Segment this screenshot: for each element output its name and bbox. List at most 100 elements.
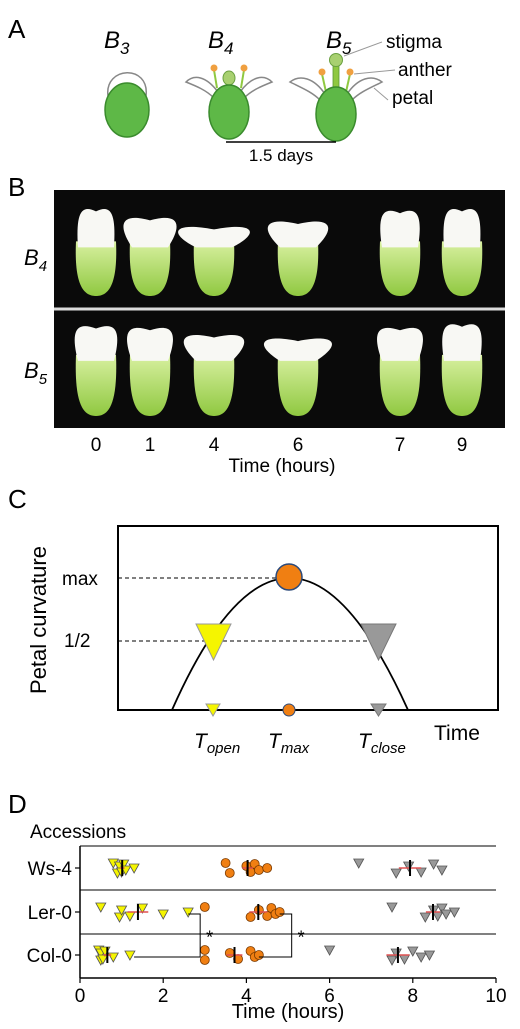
x-tick-label: 4 xyxy=(241,986,252,1007)
flower-petals xyxy=(178,226,250,248)
accession-timing-chart: Ws-4 Ler-0 Col-00 2 4 6 8 10 Time (hours) * * xyxy=(27,845,507,1023)
data-point-circle xyxy=(199,902,210,912)
x-tick-label: 0 xyxy=(75,986,86,1007)
x-axis-title: Time (hours) xyxy=(232,1001,345,1023)
part-callouts: stigma anther petal xyxy=(343,32,453,109)
data-point-triangle xyxy=(157,909,169,920)
flower-photo xyxy=(74,326,118,416)
t-open-label: Topen xyxy=(194,730,240,757)
category-label: Ler-0 xyxy=(28,903,72,924)
time-axis: 0 1 4 6 7 9 Time (hours) xyxy=(91,435,468,477)
flower-photo xyxy=(441,324,483,416)
flower-petals xyxy=(380,210,420,248)
data-point-triangle xyxy=(353,858,365,869)
petal-leader xyxy=(373,87,389,101)
flower-photos xyxy=(74,209,483,416)
data-point-triangle xyxy=(440,909,452,920)
stage-b5-anther-right xyxy=(346,68,354,76)
data-point-triangle xyxy=(419,912,431,923)
flower-photo xyxy=(377,327,423,416)
stigma-label: stigma xyxy=(386,32,442,53)
photo-row-b5-label: B5 xyxy=(24,358,48,388)
stage-b4-anther-left xyxy=(210,64,218,72)
data-point-triangle xyxy=(118,859,130,870)
data-point-triangle xyxy=(386,902,398,913)
panel-a-label: A xyxy=(8,14,26,44)
x-tick-label: 2 xyxy=(158,986,169,1007)
time-tick-0: 0 xyxy=(91,435,102,456)
stage-b5-label: B5 xyxy=(326,27,352,58)
flower-petals xyxy=(263,338,333,361)
data-point-circle xyxy=(245,912,256,922)
flower-bud xyxy=(379,241,421,296)
data-point-triangle xyxy=(415,867,427,878)
data-point-triangle xyxy=(95,902,107,913)
data-point-circle xyxy=(253,950,264,960)
flower-bud xyxy=(129,241,171,296)
flower-photo xyxy=(441,209,483,296)
data-point-triangle xyxy=(427,859,440,870)
flower-bud xyxy=(193,354,235,416)
panel-c-label: C xyxy=(8,484,27,514)
flower-bud xyxy=(277,241,319,296)
stage-b5: B5 xyxy=(288,27,384,142)
max-axis-marker xyxy=(282,703,296,717)
data-point-triangle xyxy=(402,861,415,872)
panel-d-label: D xyxy=(8,789,27,819)
data-point-triangle xyxy=(448,907,461,918)
stage-b4-stigma xyxy=(222,70,236,86)
data-point-triangle xyxy=(436,865,448,876)
petal-label: petal xyxy=(392,88,433,109)
stage-b4-petal-left xyxy=(184,76,219,99)
data-point-circle xyxy=(224,948,235,958)
data-point-triangle xyxy=(115,905,128,916)
stage-b4-filament-left xyxy=(213,69,218,89)
level-half-label: 1/2 xyxy=(64,631,90,652)
stage-b4-petal-right xyxy=(239,76,274,99)
stage-b4: B4 xyxy=(184,27,274,140)
data-point-triangle xyxy=(436,903,448,914)
stigma-leader xyxy=(343,41,383,57)
close-axis-marker xyxy=(370,703,387,717)
scale-bar-label: 1.5 days xyxy=(249,146,313,165)
schematic-frame xyxy=(117,525,499,711)
x-tick-label: 6 xyxy=(324,986,335,1007)
curvature-axis-label: Petal curvature xyxy=(26,546,51,694)
accessions-header: Accessions xyxy=(30,822,126,843)
significance-bracket xyxy=(134,913,201,958)
max-marker xyxy=(275,563,303,591)
flower-photo xyxy=(183,334,245,416)
open-marker xyxy=(195,623,232,662)
stage-b5-petal-left xyxy=(288,77,326,101)
flower-petals xyxy=(443,209,481,248)
time-label: Time xyxy=(434,722,480,745)
data-point-circle xyxy=(199,955,210,965)
flower-petals xyxy=(377,327,423,361)
anther-leader xyxy=(353,69,396,75)
data-point-circle xyxy=(274,907,285,917)
flower-bud xyxy=(441,241,483,296)
significance-star: * xyxy=(206,928,213,948)
data-point-circle xyxy=(253,865,264,875)
data-point-triangle xyxy=(124,950,136,961)
time-tick-4: 4 xyxy=(209,435,220,456)
stage-b5-bud xyxy=(315,86,357,142)
x-tick-label: 10 xyxy=(485,986,506,1007)
flower-petals xyxy=(77,209,115,248)
panel-b-label: B xyxy=(8,172,25,202)
data-point-triangle xyxy=(398,954,411,965)
data-point-triangle xyxy=(415,952,427,963)
data-point-triangle xyxy=(136,903,149,914)
data-point-triangle xyxy=(182,907,194,918)
flower-photo xyxy=(263,338,333,416)
stage-b4-label: B4 xyxy=(208,27,233,58)
stage-b3-bud xyxy=(104,82,150,138)
flower-petals xyxy=(183,334,245,361)
flower-photo xyxy=(75,209,117,296)
data-point-circle xyxy=(224,868,235,878)
time-tick-6: 6 xyxy=(293,435,304,456)
flower-petals xyxy=(74,326,118,361)
flower-petals xyxy=(127,327,173,361)
data-point-triangle xyxy=(386,955,398,966)
significance-star: * xyxy=(298,928,305,948)
